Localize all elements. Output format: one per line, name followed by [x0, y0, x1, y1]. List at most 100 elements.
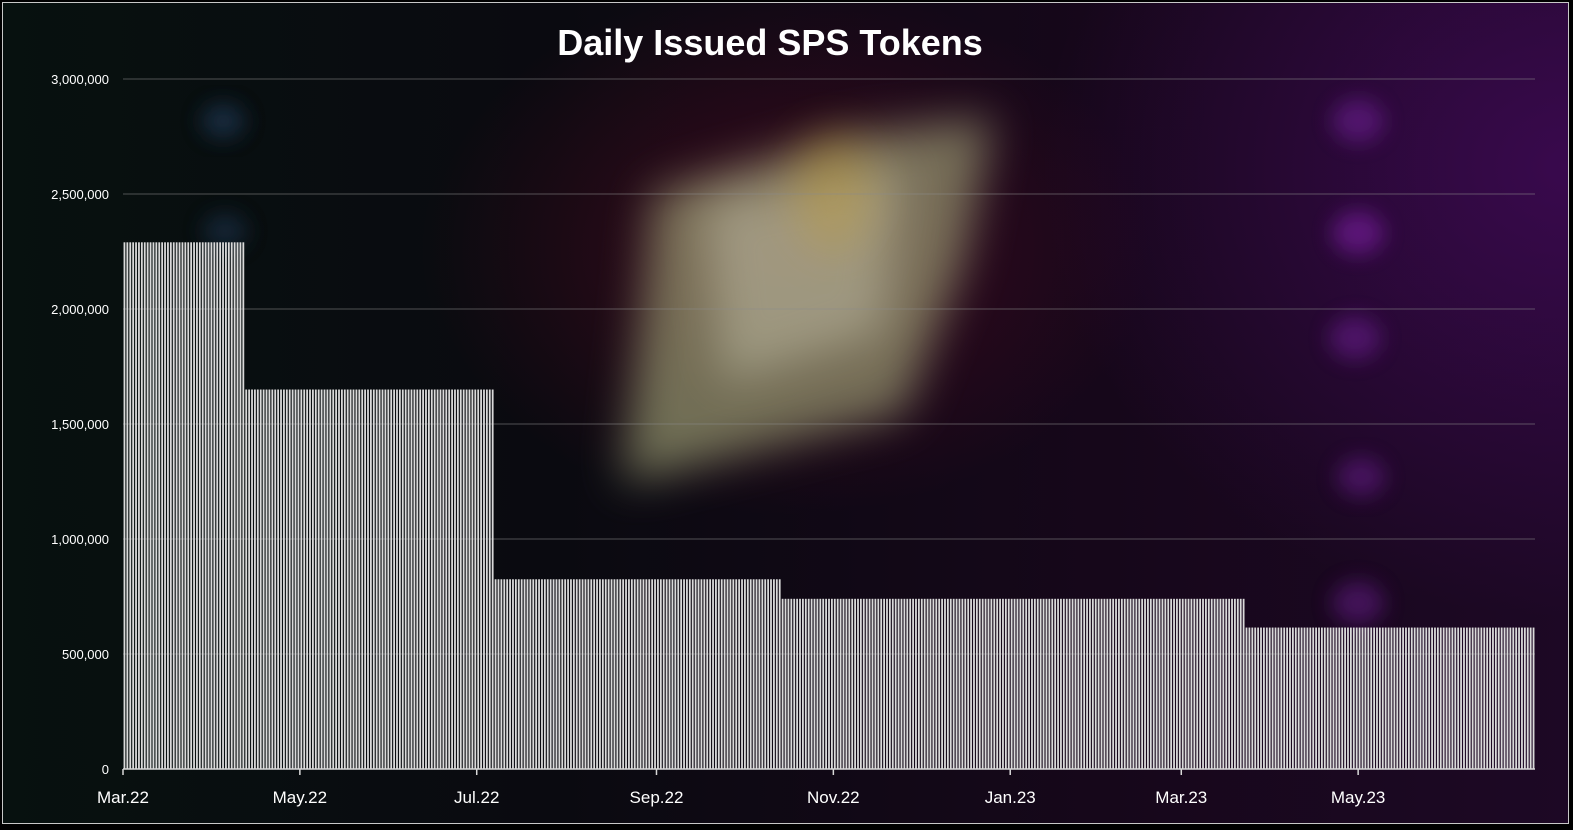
- x-tick-label: May.23: [1331, 788, 1386, 807]
- bar: [326, 389, 329, 769]
- bar: [694, 579, 697, 769]
- bar: [1387, 627, 1390, 769]
- bar: [1228, 598, 1231, 769]
- bar: [201, 242, 204, 770]
- bar: [807, 598, 810, 769]
- bar: [1277, 627, 1280, 769]
- bar: [1132, 598, 1135, 769]
- bar: [1089, 598, 1091, 769]
- bar: [425, 389, 427, 769]
- bar: [155, 242, 158, 770]
- bar: [938, 598, 941, 769]
- bar: [1031, 598, 1033, 769]
- bar: [271, 389, 274, 769]
- bar: [543, 579, 546, 769]
- bar: [999, 598, 1001, 769]
- bar: [1468, 627, 1471, 769]
- bar: [129, 242, 132, 770]
- bar: [465, 389, 468, 769]
- bar: [1167, 598, 1170, 769]
- bar: [169, 242, 172, 770]
- bar: [590, 579, 593, 769]
- bar: [874, 598, 877, 769]
- bar: [613, 579, 616, 769]
- bar: [1344, 627, 1346, 769]
- bar: [207, 242, 210, 770]
- bar: [236, 242, 239, 770]
- bar: [851, 598, 854, 769]
- bar: [758, 579, 761, 769]
- bar: [929, 598, 932, 769]
- bar: [1390, 627, 1393, 769]
- bar: [1526, 627, 1529, 769]
- bar: [126, 242, 129, 770]
- bar: [419, 389, 422, 769]
- bar: [555, 579, 558, 769]
- bar: [314, 389, 317, 769]
- bar: [1361, 627, 1364, 769]
- bar: [1500, 627, 1503, 769]
- bar: [773, 579, 775, 769]
- bar: [984, 598, 987, 769]
- bar: [300, 389, 303, 769]
- bar: [572, 579, 575, 769]
- bar: [1051, 598, 1054, 769]
- bar: [1410, 627, 1413, 769]
- bar: [1318, 627, 1320, 769]
- bar: [770, 579, 772, 769]
- bar: [854, 598, 856, 769]
- bar: [1060, 598, 1062, 769]
- bar: [1460, 627, 1462, 769]
- bar: [329, 389, 332, 769]
- bar: [610, 579, 613, 769]
- bar: [674, 579, 677, 769]
- bar: [535, 579, 538, 769]
- bar: [1196, 598, 1199, 769]
- y-tick-label: 0: [102, 762, 109, 777]
- bar: [729, 579, 732, 769]
- bar: [312, 389, 314, 769]
- bar: [1016, 598, 1019, 769]
- bar: [625, 579, 627, 769]
- bar: [1210, 598, 1213, 769]
- bar: [648, 579, 651, 769]
- bar: [1529, 627, 1532, 769]
- bar: [723, 579, 726, 769]
- bar: [880, 598, 883, 769]
- bar: [158, 242, 161, 770]
- bar: [161, 242, 164, 770]
- bar: [1454, 627, 1457, 769]
- bar: [1184, 598, 1187, 769]
- bar: [868, 598, 871, 769]
- bar: [1234, 598, 1236, 769]
- bar: [285, 389, 288, 769]
- bar: [1083, 598, 1086, 769]
- bar: [1216, 598, 1219, 769]
- bar: [164, 242, 166, 770]
- x-tick-label: May.22: [273, 788, 328, 807]
- bar: [280, 389, 282, 769]
- bar: [686, 579, 688, 769]
- bar: [741, 579, 743, 769]
- bar: [123, 242, 126, 770]
- bar: [761, 579, 764, 769]
- bar: [822, 598, 825, 769]
- bar: [636, 579, 639, 769]
- bar: [361, 389, 364, 769]
- bar: [990, 598, 993, 769]
- bar: [187, 242, 190, 770]
- bar: [1265, 627, 1268, 769]
- bar: [346, 389, 349, 769]
- bar: [715, 579, 717, 769]
- bar: [283, 389, 285, 769]
- bar: [978, 598, 981, 769]
- y-tick-label: 2,000,000: [51, 302, 109, 317]
- bar: [967, 598, 970, 769]
- bar: [401, 389, 404, 769]
- bar: [494, 579, 497, 769]
- bar: [491, 389, 494, 769]
- bar: [480, 389, 482, 769]
- bar: [1497, 627, 1500, 769]
- bar: [1448, 627, 1451, 769]
- bar: [291, 389, 294, 769]
